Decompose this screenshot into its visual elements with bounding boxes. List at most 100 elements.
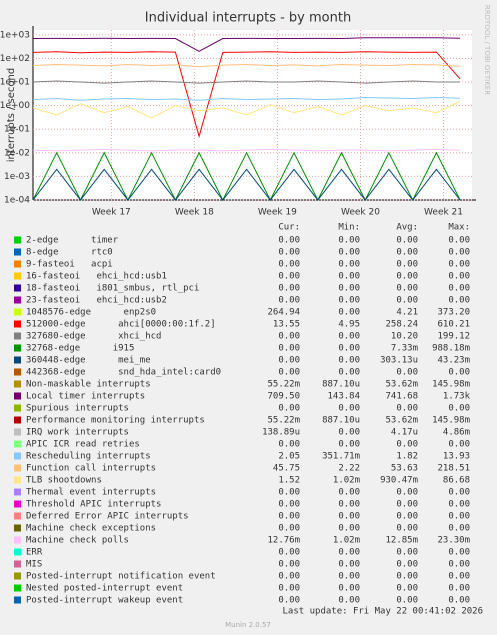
legend-stat: 0.00 — [338, 404, 360, 414]
legend-stat: 0.00 — [396, 500, 418, 510]
legend-label: Local timer interrupts — [26, 392, 145, 402]
legend-stat: 0.00 — [278, 404, 300, 414]
legend-stat: 0.00 — [448, 236, 470, 246]
legend-stat: 0.00 — [448, 260, 470, 270]
series-line — [32, 51, 461, 139]
legend-stat: 0.00 — [448, 248, 470, 258]
legend-label: Deferred Error APIC interrupts — [26, 512, 189, 522]
legend-stat: 0.00 — [278, 524, 300, 534]
legend-stat: 0.00 — [278, 572, 300, 582]
series-line — [32, 148, 461, 152]
legend-stat: 0.00 — [338, 284, 360, 294]
x-tick-label: Week 19 — [258, 208, 297, 218]
legend-stat: 1.52 — [278, 476, 300, 486]
y-tick-label: 1e+01 — [0, 78, 30, 88]
legend-stat: 0.00 — [396, 368, 418, 378]
legend-label: Thermal event interrupts — [26, 488, 156, 498]
legend-stat: 43.23m — [437, 356, 470, 366]
legend-stat: 0.00 — [278, 560, 300, 570]
legend-label: 2-edge timer — [26, 236, 119, 246]
legend-stat: 0.00 — [396, 404, 418, 414]
x-tick-label: Week 21 — [424, 208, 463, 218]
legend-stat: 0.00 — [448, 272, 470, 282]
legend-label: 9-fasteoi acpi — [26, 260, 113, 270]
legend-stat: 0.00 — [278, 332, 300, 342]
legend-swatch — [14, 536, 21, 544]
column-header: Max: — [448, 223, 470, 233]
legend-swatch — [14, 488, 21, 496]
legend-swatch — [14, 236, 21, 244]
legend-stat: 0.00 — [278, 344, 300, 354]
legend-stat: 7.33m — [391, 344, 418, 354]
legend-stat: 0.00 — [338, 260, 360, 270]
y-axis-label: interrupts / second — [6, 68, 17, 162]
legend-stat: 887.10u — [322, 380, 360, 390]
legend-stat: 0.00 — [396, 512, 418, 522]
legend-stat: 0.00 — [278, 368, 300, 378]
legend-label: APIC ICR read retries — [26, 440, 140, 450]
legend-stat: 145.98m — [432, 380, 470, 390]
y-tick-label: 1e-02 — [4, 148, 30, 158]
legend-label: Performance monitoring interrupts — [26, 416, 205, 426]
legend-stat: 930.47m — [380, 476, 418, 486]
column-header: Avg: — [396, 223, 418, 233]
chart-title: Individual interrupts - by month — [145, 11, 351, 26]
legend-label: 32768-edge i915 — [26, 344, 134, 354]
legend-stat: 0.00 — [448, 500, 470, 510]
legend-label: 1048576-edge enp2s0 — [26, 308, 156, 318]
legend-swatch — [14, 500, 21, 508]
legend-stat: 0.00 — [338, 428, 360, 438]
legend-swatch — [14, 404, 21, 412]
legend-swatch — [14, 464, 21, 472]
legend-label: Posted-interrupt wakeup event — [26, 596, 183, 606]
legend-stat: 0.00 — [448, 440, 470, 450]
legend-swatch — [14, 356, 21, 364]
legend-stat: 0.00 — [278, 236, 300, 246]
legend-stat: 0.00 — [338, 248, 360, 258]
legend-stat: 887.10u — [322, 416, 360, 426]
legend-stat: 0.00 — [396, 524, 418, 534]
legend-stat: 1.02m — [333, 536, 360, 546]
legend-stat: 55.22m — [267, 380, 300, 390]
legend-swatch — [14, 440, 21, 448]
legend-stat: 0.00 — [448, 548, 470, 558]
legend-swatch — [14, 548, 21, 556]
legend-label: Machine check polls — [26, 536, 129, 546]
legend-stat: 53.62m — [385, 380, 418, 390]
legend-stat: 0.00 — [396, 572, 418, 582]
legend-stat: 1.02m — [333, 476, 360, 486]
series-line — [32, 100, 461, 119]
legend-stat: 0.00 — [278, 512, 300, 522]
legend-stat: 0.00 — [448, 584, 470, 594]
legend-swatch — [14, 320, 21, 328]
legend-label: 512000-edge ahci[0000:00:1f.2] — [26, 320, 216, 330]
footer: Munin 2.0.57 — [225, 621, 271, 629]
legend-stat: 53.63 — [391, 464, 418, 474]
legend-stat: 0.00 — [338, 332, 360, 342]
legend-label: Function call interrupts — [26, 464, 156, 474]
legend-stat: 0.00 — [278, 584, 300, 594]
legend-swatch — [14, 308, 21, 316]
legend-stat: 0.00 — [448, 596, 470, 606]
x-tick-label: Week 18 — [175, 208, 214, 218]
legend-stat: 0.00 — [338, 572, 360, 582]
legend-stat: 0.00 — [278, 272, 300, 282]
legend-stat: 0.00 — [396, 272, 418, 282]
legend-stat: 1.73k — [443, 392, 471, 402]
legend-stat: 0.00 — [278, 488, 300, 498]
legend-label: 442368-edge snd_hda_intel:card0 — [26, 368, 221, 378]
column-header: Min: — [338, 223, 360, 233]
y-tick-label: 1e+00 — [0, 101, 30, 111]
legend-label: ERR — [26, 548, 43, 558]
x-tick-label: Week 17 — [92, 208, 131, 218]
legend-swatch — [14, 416, 21, 424]
legend-stat: 0.00 — [278, 296, 300, 306]
legend-stat: 264.94 — [267, 308, 300, 318]
legend-stat: 13.55 — [273, 320, 300, 330]
legend-label: Machine check exceptions — [26, 524, 156, 534]
legend-stat: 0.00 — [448, 560, 470, 570]
legend-stat: 0.00 — [278, 596, 300, 606]
legend-label: Rescheduling interrupts — [26, 452, 151, 462]
legend-label: Non-maskable interrupts — [26, 380, 151, 390]
